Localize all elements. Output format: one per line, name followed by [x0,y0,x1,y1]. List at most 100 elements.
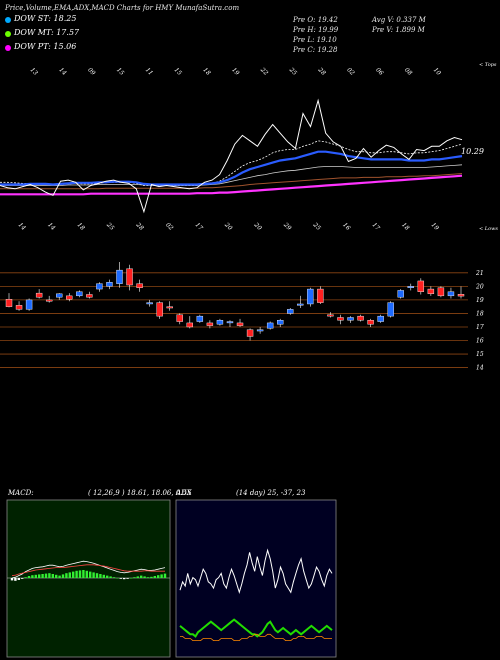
dow-st-label: DOW ST: 18.25 [14,14,77,23]
candle-body [347,317,354,321]
candle-body [447,291,455,297]
price-y-tick-label: 16 [476,338,484,345]
ema-top-tick-label: 10 [432,66,442,76]
macd-histogram-bar [24,577,27,578]
ema-series-ema-long [0,174,463,196]
price-y-tick-label: 15 [476,351,484,358]
macd-histogram-bar [112,577,116,578]
macd-histogram-bar [41,574,44,578]
price-y-tick-label: 17 [476,324,484,331]
pre-open: Pre O: 19.42 [293,16,338,24]
macd-histogram-bar [61,574,65,578]
macd-histogram-bar [31,575,34,578]
avg-volume: Avg V: 0.337 M [372,16,426,24]
ema-series-price [0,98,463,214]
candle-body [5,299,13,307]
adx-series-adx [180,633,332,641]
macd-histogram-bar [143,576,146,578]
price-y-tick-label: 18 [476,310,484,317]
candle-body [66,295,73,300]
ema-bottom-tick-label: 28 [134,221,145,232]
macd-panel [6,499,171,658]
dow-mt-swatch [5,31,11,37]
candle-body [387,302,394,317]
chart-title: Price,Volume,EMA,ADX,MACD Charts for HMY… [5,4,240,12]
macd-histogram-bar [21,578,24,579]
candle-body [35,292,43,298]
price-y-tick-label: 19 [476,297,484,304]
macd-histogram-bar [17,578,20,580]
macd-histogram-bar [58,575,61,578]
ema-bottom-tick-label: 16 [341,221,351,231]
macd-histogram-bar [99,574,102,578]
dow-mt-label: DOW MT: 17.57 [14,28,80,37]
ema-bottom-tick-label: 19 [430,221,440,231]
price-y-tick-label: 14 [476,365,484,372]
ema-bottom-tick-label: 29 [281,221,292,232]
candle-body [236,322,244,326]
candle-body [56,293,63,298]
price-y-tick-label: 21 [475,270,484,277]
dow-pt-label: DOW PT: 15.06 [14,42,77,51]
macd-histogram-bar [89,571,92,578]
macd-histogram-bar [68,572,71,578]
candle-body [106,282,113,287]
candle-body [437,287,445,297]
macd-histogram-bar [106,575,109,578]
candle-body [126,268,133,286]
dow-st-swatch [5,17,11,23]
candle-body [196,315,204,322]
candle-body [176,314,183,322]
macd-histogram-bar [157,575,160,578]
candle-body [287,309,294,314]
candle-body [357,315,364,321]
ema-top-tick-label: 25 [287,66,298,77]
macd-histogram-bar [95,573,99,578]
candle-body [277,320,284,325]
ema-bottom-tick-label: 17 [194,221,204,231]
candle-body [96,283,103,290]
ema-top-tick-label: 06 [374,66,384,76]
candle-body [407,286,414,288]
candle-body [76,291,83,297]
macd-histogram-bar [133,577,136,578]
macd-histogram-bar [38,574,41,578]
adx-params: (14 day) 25, -37, 23 [236,489,306,497]
dow-pt-swatch [5,45,11,51]
candle-body [256,329,264,332]
ema-top-tick-label: 15 [173,66,183,76]
macd-histogram-bar [119,578,122,579]
candle-body [116,269,123,284]
macd-params: ( 12,26,9 ) 18.61, 18.06, 0.55 [88,489,192,497]
candle-body [367,320,374,325]
candle-body [45,299,53,302]
ema-top-tick-label: 22 [258,66,269,77]
macd-histogram-bar [72,571,75,578]
adx-series-di-plus [179,548,333,595]
ema-top-tick-label: 19 [230,66,240,76]
macd-histogram-bar [78,570,82,578]
macd-histogram-bar [75,570,78,578]
macd-histogram-bar [140,575,143,578]
ema-top-tick-label: 11 [144,66,154,76]
candle-body [226,321,234,324]
candle-body [457,294,465,297]
ema-bottom-tick-label: 20 [252,221,263,232]
candle-body [86,294,93,298]
ema-top-tick-label: 09 [86,66,96,76]
ema-bottom-tick-label: 18 [76,221,86,231]
ema-top-tick-label: 28 [316,66,327,77]
macd-histogram-bar [116,578,119,579]
candle-body [377,315,384,322]
price-chart: 21 20 19 18 17 16 15 14 [0,262,484,372]
ema-series-ema-slow [0,173,463,190]
macd-histogram-bar [150,576,153,578]
macd-chart: MACD: ( 12,26,9 ) 18.61, 18.06, 0.55 [6,489,192,658]
candle-body [317,288,324,303]
macd-histogram-bar [146,577,150,578]
macd-histogram-bar [153,576,156,578]
candle-body [216,320,224,325]
macd-histogram-bar [129,578,133,579]
ema-top-tick-label: 13 [29,66,39,76]
ema-series-ema-mid [0,164,463,186]
